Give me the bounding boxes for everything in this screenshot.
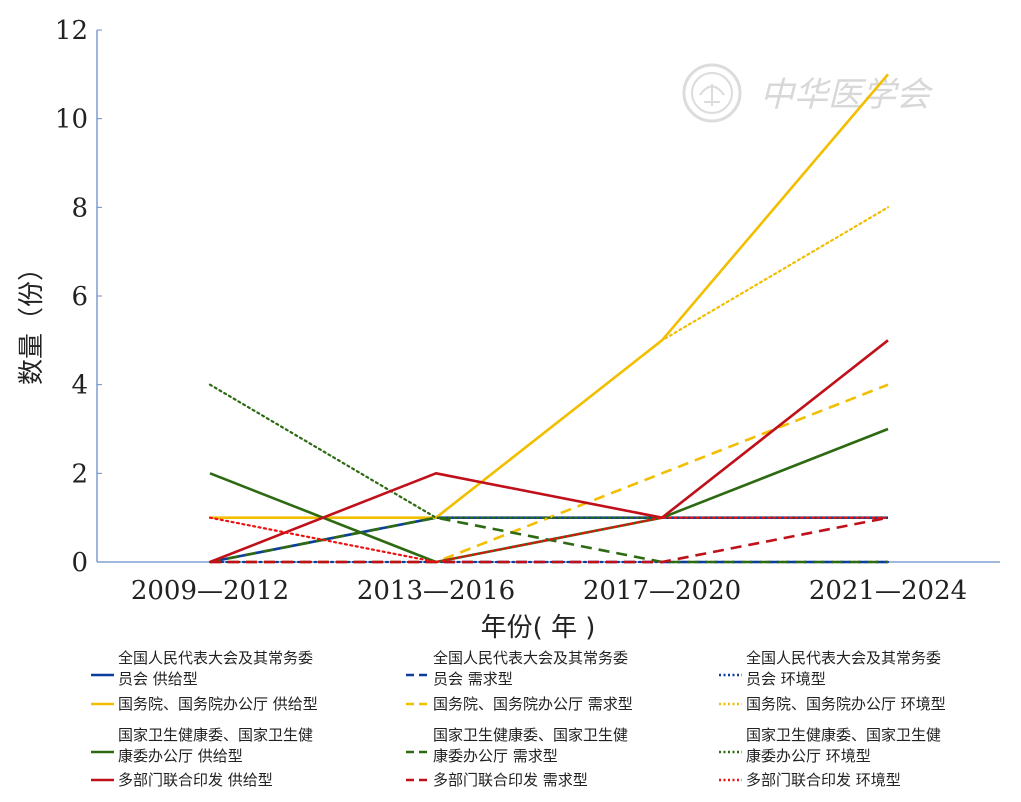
y-tick-label: 12 xyxy=(55,16,88,46)
legend-item-9: 多部门联合印发 供给型 xyxy=(91,771,273,789)
series-line-9 xyxy=(209,339,889,564)
legend-label: 国家卫生健康委、国家卫生健 xyxy=(746,726,941,744)
legend-label: 员会 环境型 xyxy=(746,670,826,688)
legend-label: 康委办公厅 需求型 xyxy=(433,747,558,765)
watermark: 中华医学会 xyxy=(682,63,934,123)
legend-label: 康委办公厅 环境型 xyxy=(746,747,871,765)
legend-label: 国务院、国务院办公厅 需求型 xyxy=(433,695,633,713)
legend-label: 国家卫生健康委、国家卫生健 xyxy=(118,726,313,744)
y-tick-label: 4 xyxy=(71,371,88,401)
series-line-4 xyxy=(210,383,889,564)
series-layer xyxy=(208,73,890,564)
legend-label: 康委办公厅 供给型 xyxy=(118,747,243,765)
legend-label: 多部门联合印发 需求型 xyxy=(433,771,588,789)
x-tick-label: 2017—2020 xyxy=(583,576,741,606)
series-line-5 xyxy=(208,206,890,519)
legend-label: 国务院、国务院办公厅 供给型 xyxy=(118,695,318,713)
series-line-10 xyxy=(210,516,889,564)
x-tick-label: 2021—2024 xyxy=(809,576,967,606)
y-tick-label: 6 xyxy=(71,282,88,312)
y-tick-label: 0 xyxy=(71,548,88,578)
legend-item-10: 多部门联合印发 需求型 xyxy=(406,771,588,789)
x-tick-label: 2009—2012 xyxy=(131,576,289,606)
legend-item-11: 多部门联合印发 环境型 xyxy=(719,771,901,789)
series-line-11 xyxy=(208,516,890,564)
y-axis-title: 数量（份） xyxy=(17,255,47,385)
x-axis-title: 年份( 年 ) xyxy=(481,613,596,643)
legend-label: 全国人民代表大会及其常务委 xyxy=(746,649,941,667)
legend-item-3: 国务院、国务院办公厅 供给型 xyxy=(91,695,318,713)
legend-label: 多部门联合印发 供给型 xyxy=(118,771,273,789)
legend-label: 全国人民代表大会及其常务委 xyxy=(118,649,313,667)
legend-label: 员会 需求型 xyxy=(433,670,513,688)
legend-label: 国务院、国务院办公厅 环境型 xyxy=(746,695,946,713)
legend-label: 员会 供给型 xyxy=(118,670,198,688)
y-tick-label: 8 xyxy=(71,193,88,223)
legend-label: 全国人民代表大会及其常务委 xyxy=(433,649,628,667)
society-seal-icon xyxy=(682,63,742,123)
axes: 0 2 4 6 8 10 12 2009—2012 2013—2016 2017—2020 2021… xyxy=(17,16,1000,643)
legend-item-5: 国务院、国务院办公厅 环境型 xyxy=(719,695,946,713)
legend-label: 多部门联合印发 环境型 xyxy=(746,771,901,789)
series-line-8 xyxy=(208,383,890,519)
y-tick-label: 10 xyxy=(55,105,88,135)
series-line-3 xyxy=(210,73,889,519)
x-tick-label: 2013—2016 xyxy=(357,576,515,606)
watermark-text: 中华医学会 xyxy=(760,75,934,115)
y-tick-label: 2 xyxy=(71,459,88,489)
legend-item-4: 国务院、国务院办公厅 需求型 xyxy=(406,695,633,713)
legend-label: 国家卫生健康委、国家卫生健 xyxy=(433,726,628,744)
